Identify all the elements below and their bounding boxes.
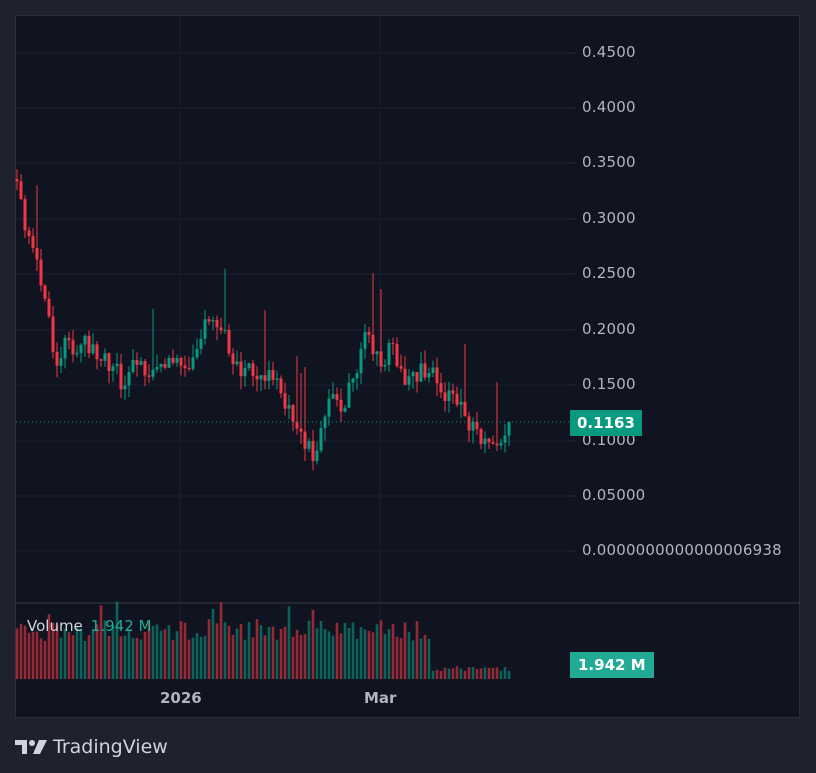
- tradingview-wordmark: TradingView: [53, 736, 168, 758]
- current-price-badge: 0.1163: [570, 410, 642, 436]
- tradingview-logo[interactable]: TradingView: [15, 736, 168, 758]
- time-label-2026: 2026: [160, 689, 202, 707]
- price-tick-label: 0.3500: [582, 153, 636, 171]
- tradingview-logo-icon: [15, 740, 47, 754]
- price-tick-label: 0.2000: [582, 320, 636, 338]
- time-label-mar: Mar: [364, 689, 397, 707]
- price-tick-label: 0.2500: [582, 264, 636, 282]
- volume-legend: Volume 1.942 M: [27, 617, 151, 635]
- price-tick-label: 0.0000000000000006938: [582, 541, 782, 559]
- price-tick-label: 0.1500: [582, 375, 636, 393]
- price-tick-label: 0.4500: [582, 43, 636, 61]
- price-tick-label: 0.4000: [582, 98, 636, 116]
- volume-badge: 1.942 M: [570, 652, 654, 678]
- price-tick-label: 0.3000: [582, 209, 636, 227]
- volume-legend-label: Volume: [27, 617, 83, 635]
- price-tick-label: 0.05000: [582, 486, 646, 504]
- volume-legend-value: 1.942 M: [90, 617, 152, 635]
